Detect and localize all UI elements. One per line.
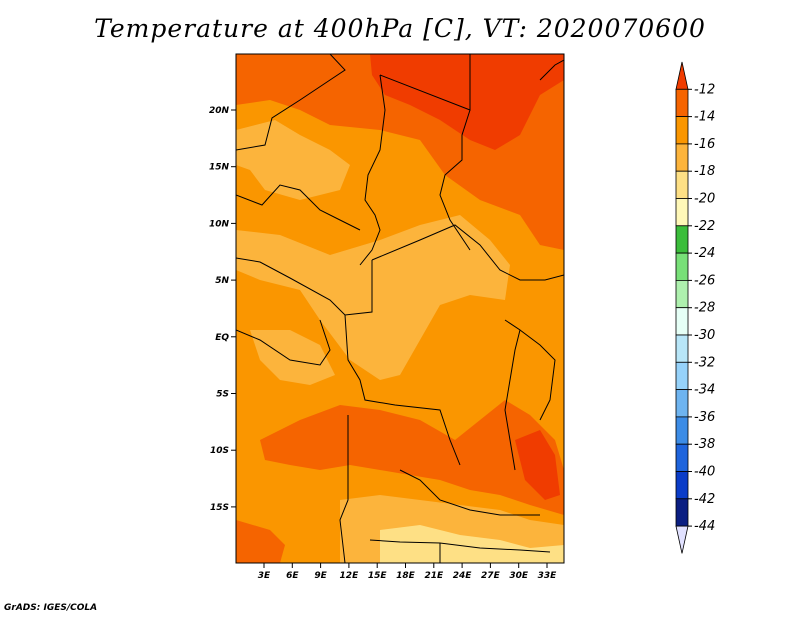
field-cool-coast (250, 330, 335, 385)
colorbar-label: -22 (694, 219, 715, 234)
colorbar-swatch (675, 307, 689, 336)
lat-label: 20N (209, 106, 230, 116)
lon-label: 33E (538, 571, 558, 581)
lat-label: 5S (216, 390, 229, 400)
country-borders (236, 54, 564, 563)
lat-label: 10S (210, 446, 229, 456)
lon-label: 24E (453, 571, 473, 581)
colorbar-label: -14 (694, 110, 715, 125)
colorbar-swatch (675, 225, 689, 254)
colorbar-label: -36 (694, 410, 715, 425)
colorbar-label: -42 (694, 492, 715, 507)
field-hot-northeast (370, 54, 564, 150)
lon-label: 27E (481, 571, 501, 581)
colorbar-bottom-triangle (675, 525, 689, 554)
field-warm-southwest (236, 520, 285, 563)
colorbar-label: -34 (694, 383, 715, 398)
colorbar-label: -12 (694, 82, 715, 97)
map-frame (235, 53, 565, 564)
colorbar-label: -30 (694, 328, 715, 343)
colorbar-swatch (675, 198, 689, 227)
lon-label: 15E (368, 571, 388, 581)
lat-label: 10N (209, 219, 230, 229)
lon-label: 12E (340, 571, 360, 581)
colorbar-label: -24 (694, 246, 715, 261)
lat-label: 5N (215, 276, 229, 286)
colorbar-label: -20 (694, 192, 715, 207)
colorbar-swatch (675, 252, 689, 281)
colorbar-label: -26 (694, 273, 715, 288)
lon-label: 21E (424, 571, 444, 581)
colorbar-swatch (675, 361, 689, 390)
colorbar-swatch (675, 170, 689, 199)
lon-label: 30E (509, 571, 529, 581)
colorbar-label: -28 (694, 301, 715, 316)
chart-title: Temperature at 400hPa [C], VT: 202007060… (94, 14, 706, 43)
lat-label: EQ (215, 333, 229, 343)
colorbar-label: -32 (694, 355, 715, 370)
temperature-field (236, 54, 564, 563)
colorbar-swatch (675, 471, 689, 500)
field-cold-south (380, 525, 564, 563)
field-cool-central (236, 215, 510, 380)
lon-label: 9E (314, 571, 327, 581)
colorbar-swatch (675, 443, 689, 472)
lon-label: 18E (396, 571, 416, 581)
colorbar-swatch (675, 88, 689, 118)
grads-credit: GrADS: IGES/COLA (4, 603, 98, 613)
colorbar-swatch (675, 498, 689, 527)
colorbar-label: -40 (694, 465, 715, 480)
colorbar: -12 -14 -16 -18 -20 -22 -24 -26 -28 -30 -32 -34 -36 -… (675, 61, 715, 554)
colorbar-swatch (675, 334, 689, 363)
colorbar-label: -44 (694, 519, 715, 534)
colorbar-label: -16 (694, 137, 715, 152)
colorbar-label: -18 (694, 164, 715, 179)
field-warm-south (260, 400, 564, 515)
longitude-axis: 3E 6E 9E 12E 15E 18E 21E 24E 27E 30E 33E (258, 563, 557, 581)
colorbar-swatch (675, 279, 689, 309)
colorbar-swatch (675, 143, 689, 172)
field-hot-southeast (515, 430, 560, 500)
field-cool-west (236, 120, 350, 200)
lon-label: 6E (286, 571, 299, 581)
colorbar-swatch (675, 389, 689, 418)
latitude-axis: 20N 15N 10N 5N EQ 5S 10S 15S (209, 106, 236, 513)
colorbar-swatch (675, 416, 689, 445)
colorbar-top-triangle (675, 61, 689, 90)
lat-label: 15N (209, 163, 230, 173)
lon-label: 3E (258, 571, 271, 581)
lat-label: 15S (210, 503, 229, 513)
colorbar-swatch (675, 116, 689, 145)
colorbar-label: -38 (694, 437, 715, 452)
